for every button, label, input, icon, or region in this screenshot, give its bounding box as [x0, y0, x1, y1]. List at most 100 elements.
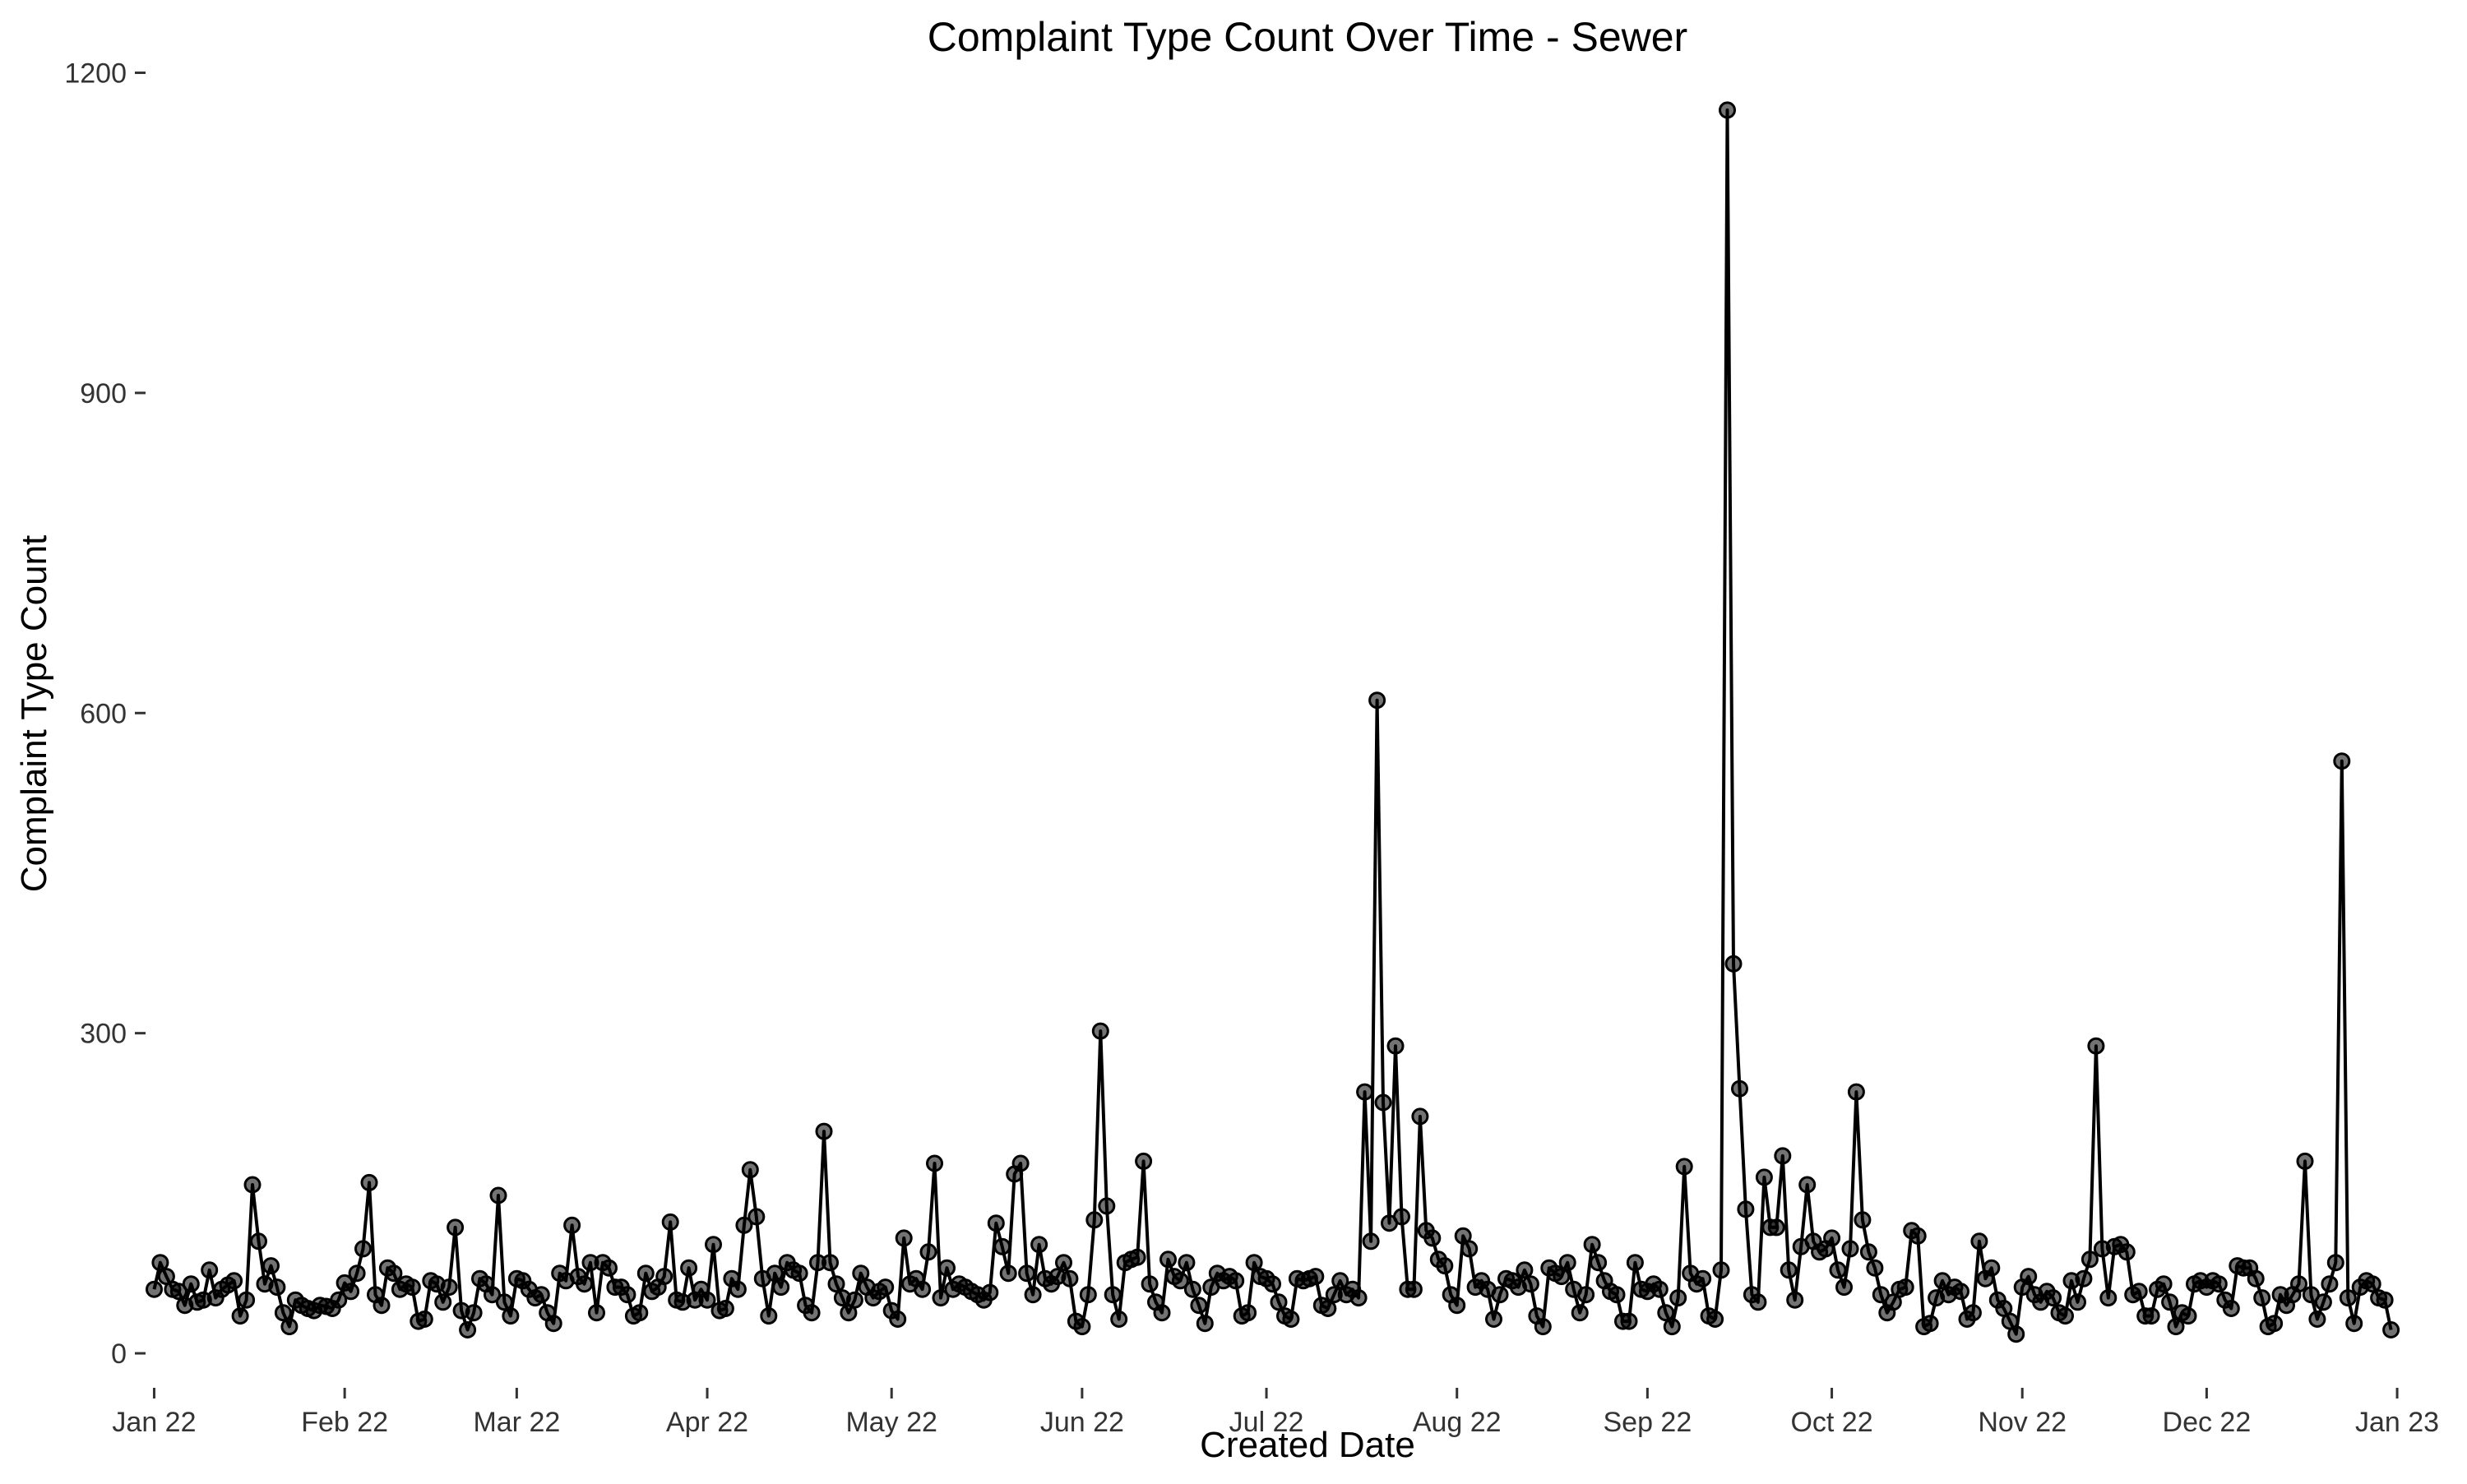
data-point [1196, 1315, 1214, 1333]
data-point [1491, 1286, 1509, 1304]
data-point [1079, 1286, 1097, 1304]
data-point [2339, 1289, 2357, 1307]
data-point [1061, 1269, 1079, 1288]
data-point [999, 1264, 1017, 1283]
data-point [2044, 1289, 2062, 1307]
data-point [1577, 1286, 1595, 1304]
data-point [845, 1291, 863, 1309]
data-point [238, 1291, 256, 1309]
data-point [1755, 1168, 1773, 1186]
data-point [2253, 1289, 2271, 1307]
data-point [705, 1236, 722, 1254]
data-point [225, 1272, 243, 1290]
data-point [815, 1122, 833, 1140]
x-axis: Jan 22 Feb 22 Mar 22 Apr 22 May 22 Jun 22 Jul … [112, 1388, 2439, 1438]
data-point [1767, 1218, 1785, 1237]
data-point [2155, 1275, 2173, 1293]
data-point [2057, 1307, 2074, 1325]
data-point [618, 1286, 636, 1304]
series-line [152, 108, 2393, 1336]
data-point [2382, 1321, 2400, 1338]
data-point [661, 1213, 679, 1231]
data-point [243, 1176, 262, 1194]
data-point [1386, 1037, 1405, 1055]
plot-area [146, 101, 2400, 1343]
data-point [822, 1254, 839, 1272]
data-point [250, 1232, 267, 1251]
x-tick-label: Jun 22 [1040, 1407, 1124, 1438]
data-point [1737, 1200, 1755, 1218]
x-tick-label: May 22 [845, 1407, 937, 1438]
x-tick-label: Jan 23 [2355, 1407, 2439, 1438]
data-point [2167, 1318, 2185, 1336]
data-point [2142, 1307, 2160, 1325]
data-point [1183, 1280, 1201, 1298]
data-point [926, 1154, 943, 1172]
data-point [1620, 1312, 1638, 1330]
data-point [1110, 1311, 1128, 1328]
data-point [415, 1311, 433, 1328]
data-point [2161, 1293, 2179, 1311]
data-point [1829, 1261, 1847, 1279]
data-point [766, 1264, 784, 1283]
data-point [2247, 1269, 2265, 1288]
y-tick-label: 600 [80, 698, 127, 729]
data-point [1872, 1286, 1890, 1304]
data-point [981, 1283, 999, 1301]
x-tick-label: Aug 22 [1413, 1407, 1502, 1438]
data-point [2118, 1243, 2136, 1261]
data-point [1521, 1275, 1539, 1293]
data-point [1841, 1240, 1859, 1258]
data-point [790, 1264, 808, 1283]
data-point [827, 1275, 845, 1293]
data-point [1227, 1272, 1245, 1290]
x-tick-label: Sep 22 [1603, 1407, 1692, 1438]
data-point [772, 1278, 790, 1297]
data-point [2266, 1315, 2284, 1333]
data-point [1719, 101, 1736, 119]
data-point [1749, 1293, 1767, 1311]
data-point [1448, 1297, 1466, 1315]
data-point [354, 1240, 372, 1258]
data-point [342, 1283, 360, 1301]
data-point [748, 1208, 766, 1226]
data-point [2210, 1275, 2228, 1293]
data-point [274, 1304, 292, 1322]
data-point [1712, 1261, 1730, 1279]
data-point [1485, 1311, 1502, 1328]
data-point [2020, 1268, 2038, 1286]
data-point [2308, 1311, 2326, 1328]
data-point [1270, 1293, 1288, 1311]
data-point [576, 1275, 594, 1293]
data-point [1798, 1176, 1817, 1194]
x-tick-label: Apr 22 [666, 1407, 748, 1438]
data-point [1085, 1211, 1104, 1229]
data-point [2222, 1300, 2240, 1317]
y-tick-label: 900 [80, 378, 127, 409]
data-point [1423, 1229, 1442, 1247]
data-point [1970, 1232, 1988, 1251]
data-point [741, 1161, 759, 1179]
data-point [1362, 1232, 1380, 1251]
data-point [1356, 1083, 1374, 1101]
data-point [1952, 1283, 1969, 1301]
data-point [2296, 1152, 2314, 1170]
data-point [182, 1275, 200, 1293]
data-point [729, 1280, 747, 1298]
data-point [1896, 1278, 1914, 1297]
data-point [1349, 1289, 1368, 1307]
data-point [1553, 1268, 1571, 1286]
data-point [1731, 1079, 1748, 1098]
data-point [1657, 1304, 1675, 1322]
data-point [459, 1321, 477, 1338]
chart-title: Complaint Type Count Over Time - Sewer [928, 14, 1687, 60]
data-point [1675, 1158, 1693, 1176]
data-point [1983, 1259, 2001, 1277]
data-point [877, 1278, 895, 1297]
data-point [1091, 1022, 1109, 1040]
data-point [1583, 1236, 1601, 1254]
data-point [2345, 1315, 2363, 1333]
data-point [360, 1173, 378, 1191]
data-point [2075, 1269, 2093, 1288]
